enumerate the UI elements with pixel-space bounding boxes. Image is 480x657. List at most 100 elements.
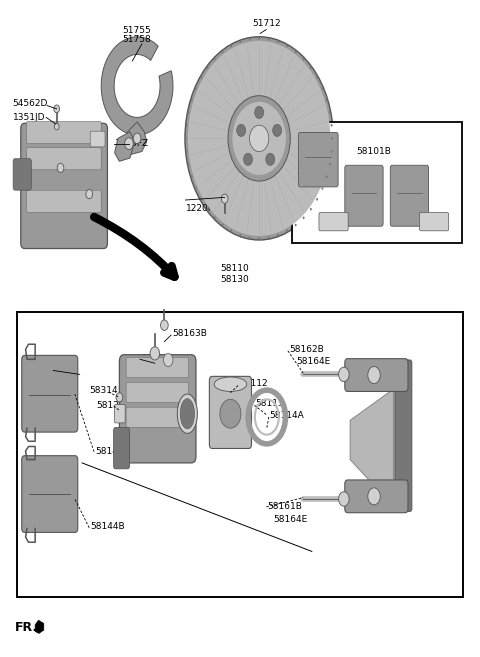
FancyBboxPatch shape	[22, 456, 78, 532]
Circle shape	[258, 237, 260, 240]
Circle shape	[368, 367, 380, 384]
FancyBboxPatch shape	[13, 159, 31, 190]
FancyBboxPatch shape	[345, 359, 408, 392]
Circle shape	[86, 189, 93, 198]
Text: 58162B: 58162B	[289, 345, 324, 354]
Circle shape	[338, 491, 349, 506]
FancyBboxPatch shape	[22, 355, 78, 432]
Text: 58110: 58110	[220, 264, 249, 273]
Text: 58180: 58180	[20, 361, 48, 371]
Circle shape	[368, 487, 380, 505]
Circle shape	[249, 237, 251, 239]
Polygon shape	[35, 620, 44, 633]
Circle shape	[230, 45, 232, 47]
Circle shape	[220, 399, 241, 428]
Text: 54562D: 54562D	[12, 99, 48, 108]
Circle shape	[243, 153, 252, 166]
Circle shape	[185, 37, 333, 240]
Text: 58164E: 58164E	[296, 357, 330, 366]
Circle shape	[214, 58, 216, 60]
Text: 58130: 58130	[220, 275, 249, 284]
FancyBboxPatch shape	[209, 376, 252, 449]
FancyBboxPatch shape	[420, 212, 449, 231]
Text: 51758: 51758	[123, 35, 152, 44]
Text: 1140FZ: 1140FZ	[115, 139, 149, 148]
Circle shape	[221, 194, 228, 203]
FancyBboxPatch shape	[390, 166, 429, 226]
Circle shape	[316, 76, 318, 79]
Text: 1351JD: 1351JD	[12, 113, 45, 122]
Text: 58114A: 58114A	[270, 411, 304, 420]
Circle shape	[331, 150, 333, 152]
FancyBboxPatch shape	[21, 124, 108, 248]
Text: 58113: 58113	[255, 399, 284, 408]
Circle shape	[237, 124, 246, 137]
Polygon shape	[125, 122, 147, 155]
Circle shape	[230, 229, 232, 232]
Circle shape	[303, 216, 305, 219]
Circle shape	[150, 347, 159, 360]
Circle shape	[295, 51, 297, 53]
Circle shape	[295, 224, 297, 227]
Circle shape	[163, 353, 173, 367]
FancyBboxPatch shape	[126, 407, 189, 428]
Circle shape	[329, 111, 331, 114]
FancyBboxPatch shape	[120, 355, 196, 463]
Text: 58164E: 58164E	[274, 515, 308, 524]
Circle shape	[326, 175, 328, 178]
Circle shape	[54, 105, 60, 113]
FancyBboxPatch shape	[115, 405, 125, 423]
Polygon shape	[101, 37, 173, 135]
Circle shape	[273, 124, 282, 137]
Circle shape	[268, 237, 270, 239]
Circle shape	[322, 87, 324, 89]
Polygon shape	[350, 388, 396, 509]
Circle shape	[303, 58, 305, 60]
Circle shape	[255, 106, 264, 118]
Circle shape	[222, 51, 224, 53]
Circle shape	[160, 320, 168, 330]
FancyBboxPatch shape	[114, 428, 130, 469]
Circle shape	[338, 367, 349, 382]
Circle shape	[191, 175, 192, 178]
Circle shape	[125, 138, 133, 150]
Circle shape	[286, 45, 288, 47]
Circle shape	[185, 137, 187, 140]
Circle shape	[249, 38, 251, 41]
FancyBboxPatch shape	[90, 131, 105, 147]
Circle shape	[54, 124, 59, 130]
Text: 51712: 51712	[252, 19, 281, 28]
Circle shape	[133, 133, 141, 144]
Text: 58314: 58314	[89, 386, 118, 395]
Circle shape	[186, 150, 188, 152]
Circle shape	[239, 234, 241, 237]
Circle shape	[331, 124, 333, 127]
Bar	[17, 312, 463, 597]
Circle shape	[277, 234, 279, 237]
FancyBboxPatch shape	[26, 122, 101, 144]
Text: 58181: 58181	[20, 371, 48, 380]
FancyBboxPatch shape	[345, 166, 383, 226]
Bar	[292, 122, 462, 243]
Circle shape	[310, 66, 312, 69]
Ellipse shape	[214, 377, 247, 392]
Circle shape	[232, 102, 286, 175]
Text: 58112: 58112	[239, 379, 268, 388]
Circle shape	[188, 41, 330, 236]
Circle shape	[258, 37, 260, 39]
Circle shape	[277, 40, 279, 43]
FancyBboxPatch shape	[26, 148, 101, 170]
Circle shape	[195, 187, 197, 190]
FancyBboxPatch shape	[299, 133, 338, 187]
FancyBboxPatch shape	[345, 480, 408, 512]
Circle shape	[326, 99, 328, 101]
FancyBboxPatch shape	[319, 212, 348, 231]
Circle shape	[116, 393, 123, 402]
Text: FR.: FR.	[15, 621, 38, 634]
Circle shape	[250, 125, 269, 152]
FancyBboxPatch shape	[126, 382, 189, 403]
FancyBboxPatch shape	[394, 360, 412, 511]
Text: 58144B: 58144B	[90, 522, 125, 531]
Circle shape	[186, 124, 188, 127]
Circle shape	[206, 208, 208, 210]
